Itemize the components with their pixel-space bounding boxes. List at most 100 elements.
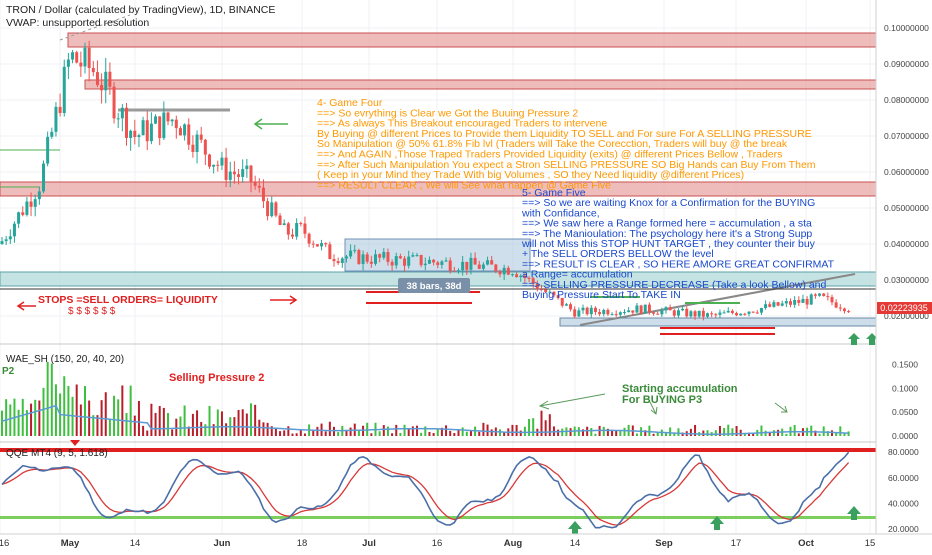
last-price-badge	[877, 302, 932, 314]
candle-body	[610, 314, 614, 316]
candle-body	[706, 313, 709, 317]
wae-bar	[544, 420, 547, 436]
wae-bar	[1, 410, 3, 436]
annotation-line: will not Miss this STOP HUNT TARGET , th…	[521, 238, 816, 250]
candle-body	[842, 308, 846, 312]
candle-body	[282, 223, 286, 226]
wae-bar	[503, 432, 506, 436]
wae-bar	[179, 416, 182, 436]
resistance-zone-2	[84, 79, 877, 90]
candle-body	[747, 311, 751, 314]
candle-body	[349, 250, 353, 257]
wae-arrow-left-icon	[539, 393, 606, 407]
candle-body	[722, 312, 726, 314]
candle-body	[639, 305, 643, 314]
qqe-main-line	[1, 451, 850, 529]
candle-body	[174, 119, 178, 129]
wae-bar	[204, 424, 207, 436]
wae-indicator-label: WAE_SH (150, 20, 40, 20)	[6, 354, 124, 365]
wae-bar	[777, 429, 780, 436]
candle-body	[838, 307, 842, 309]
candle-body	[141, 120, 145, 136]
wae-bar	[511, 424, 514, 436]
candle-body	[631, 310, 635, 313]
candle-body	[710, 313, 714, 315]
candle-body	[241, 169, 245, 177]
time-tick-label: 18	[297, 538, 308, 549]
accumulation-line-1: Starting accumulation	[622, 383, 738, 395]
wae-bar	[723, 427, 726, 436]
candle-body	[311, 243, 315, 245]
wae-bar	[677, 428, 680, 436]
candle-body	[291, 234, 294, 237]
candle-body	[149, 123, 153, 142]
candle-body	[17, 212, 21, 224]
wae-bar	[403, 424, 406, 436]
candle-body	[465, 261, 469, 270]
candle-body	[593, 307, 597, 313]
annotation-line: ==> SELLING PRESSURE DECREASE (Take a lo…	[522, 279, 827, 291]
candle-body	[154, 116, 158, 124]
wae-bar	[362, 425, 365, 436]
candle-body	[444, 260, 448, 262]
wae-bar	[34, 399, 37, 436]
candle-body	[199, 134, 203, 140]
candle-body	[220, 157, 224, 166]
candle-body	[12, 223, 16, 237]
wae-bar	[582, 429, 584, 436]
candle-body	[676, 310, 680, 316]
wae-bar	[333, 426, 335, 436]
candle-body	[357, 250, 361, 264]
candle-body	[344, 256, 348, 259]
candle-body	[477, 264, 481, 269]
candle-body	[681, 308, 685, 311]
wae-bar	[606, 428, 609, 436]
candle-body	[647, 304, 651, 313]
time-tick-label: 14	[570, 538, 581, 549]
candle-body	[232, 171, 236, 175]
candle-body	[411, 255, 415, 257]
candle-body	[519, 275, 523, 278]
candle-body	[8, 236, 12, 240]
price-tick-label: 0.10000000	[884, 23, 929, 33]
wae-bar	[490, 429, 493, 436]
candle-body	[33, 199, 37, 207]
dollar-signs: $ $ $ $ $ $	[68, 306, 116, 317]
wae-bar	[162, 407, 165, 436]
wae-bar	[378, 431, 381, 436]
candle-body	[266, 201, 270, 217]
time-tick-label: Jun	[214, 538, 231, 549]
accumulation-line-2: For BUYING P3	[622, 394, 702, 406]
wae-bar	[21, 398, 24, 436]
candle-body	[365, 254, 369, 262]
candle-body	[847, 311, 851, 313]
qqe-down-marker-icon	[70, 440, 80, 446]
candle-body	[320, 243, 324, 247]
candle-body	[237, 174, 241, 177]
time-axis[interactable]: 16 May 14 Jun 18 Jul 16 Aug 14 Sep 17 Oct 15	[0, 533, 932, 550]
candle-body	[573, 309, 577, 317]
game-four-annotation: 4- Game Four ==> So evrything is Clear we…	[317, 97, 816, 191]
wae-bar	[420, 432, 423, 436]
time-tick-label: Sep	[655, 538, 673, 549]
wae-bar	[735, 426, 738, 436]
price-tick-label: 0.06000000	[884, 167, 929, 177]
price-axis[interactable]: 0.10000000 0.09000000 0.08000000 0.07000000…	[875, 0, 932, 550]
candle-body	[656, 313, 660, 315]
candle-body	[635, 305, 639, 313]
candle-body	[830, 297, 834, 303]
wae-bar	[694, 424, 697, 436]
candle-body	[577, 310, 581, 317]
time-tick-label: 16	[0, 538, 9, 549]
wae-bar	[478, 431, 481, 436]
candle-body	[461, 261, 465, 271]
candle-body	[440, 261, 444, 265]
candle-body	[701, 310, 705, 317]
markers	[16, 118, 878, 535]
candle-body	[805, 298, 809, 305]
wae-bar	[673, 432, 676, 436]
candle-body	[137, 135, 141, 138]
wae-bar	[615, 430, 618, 436]
